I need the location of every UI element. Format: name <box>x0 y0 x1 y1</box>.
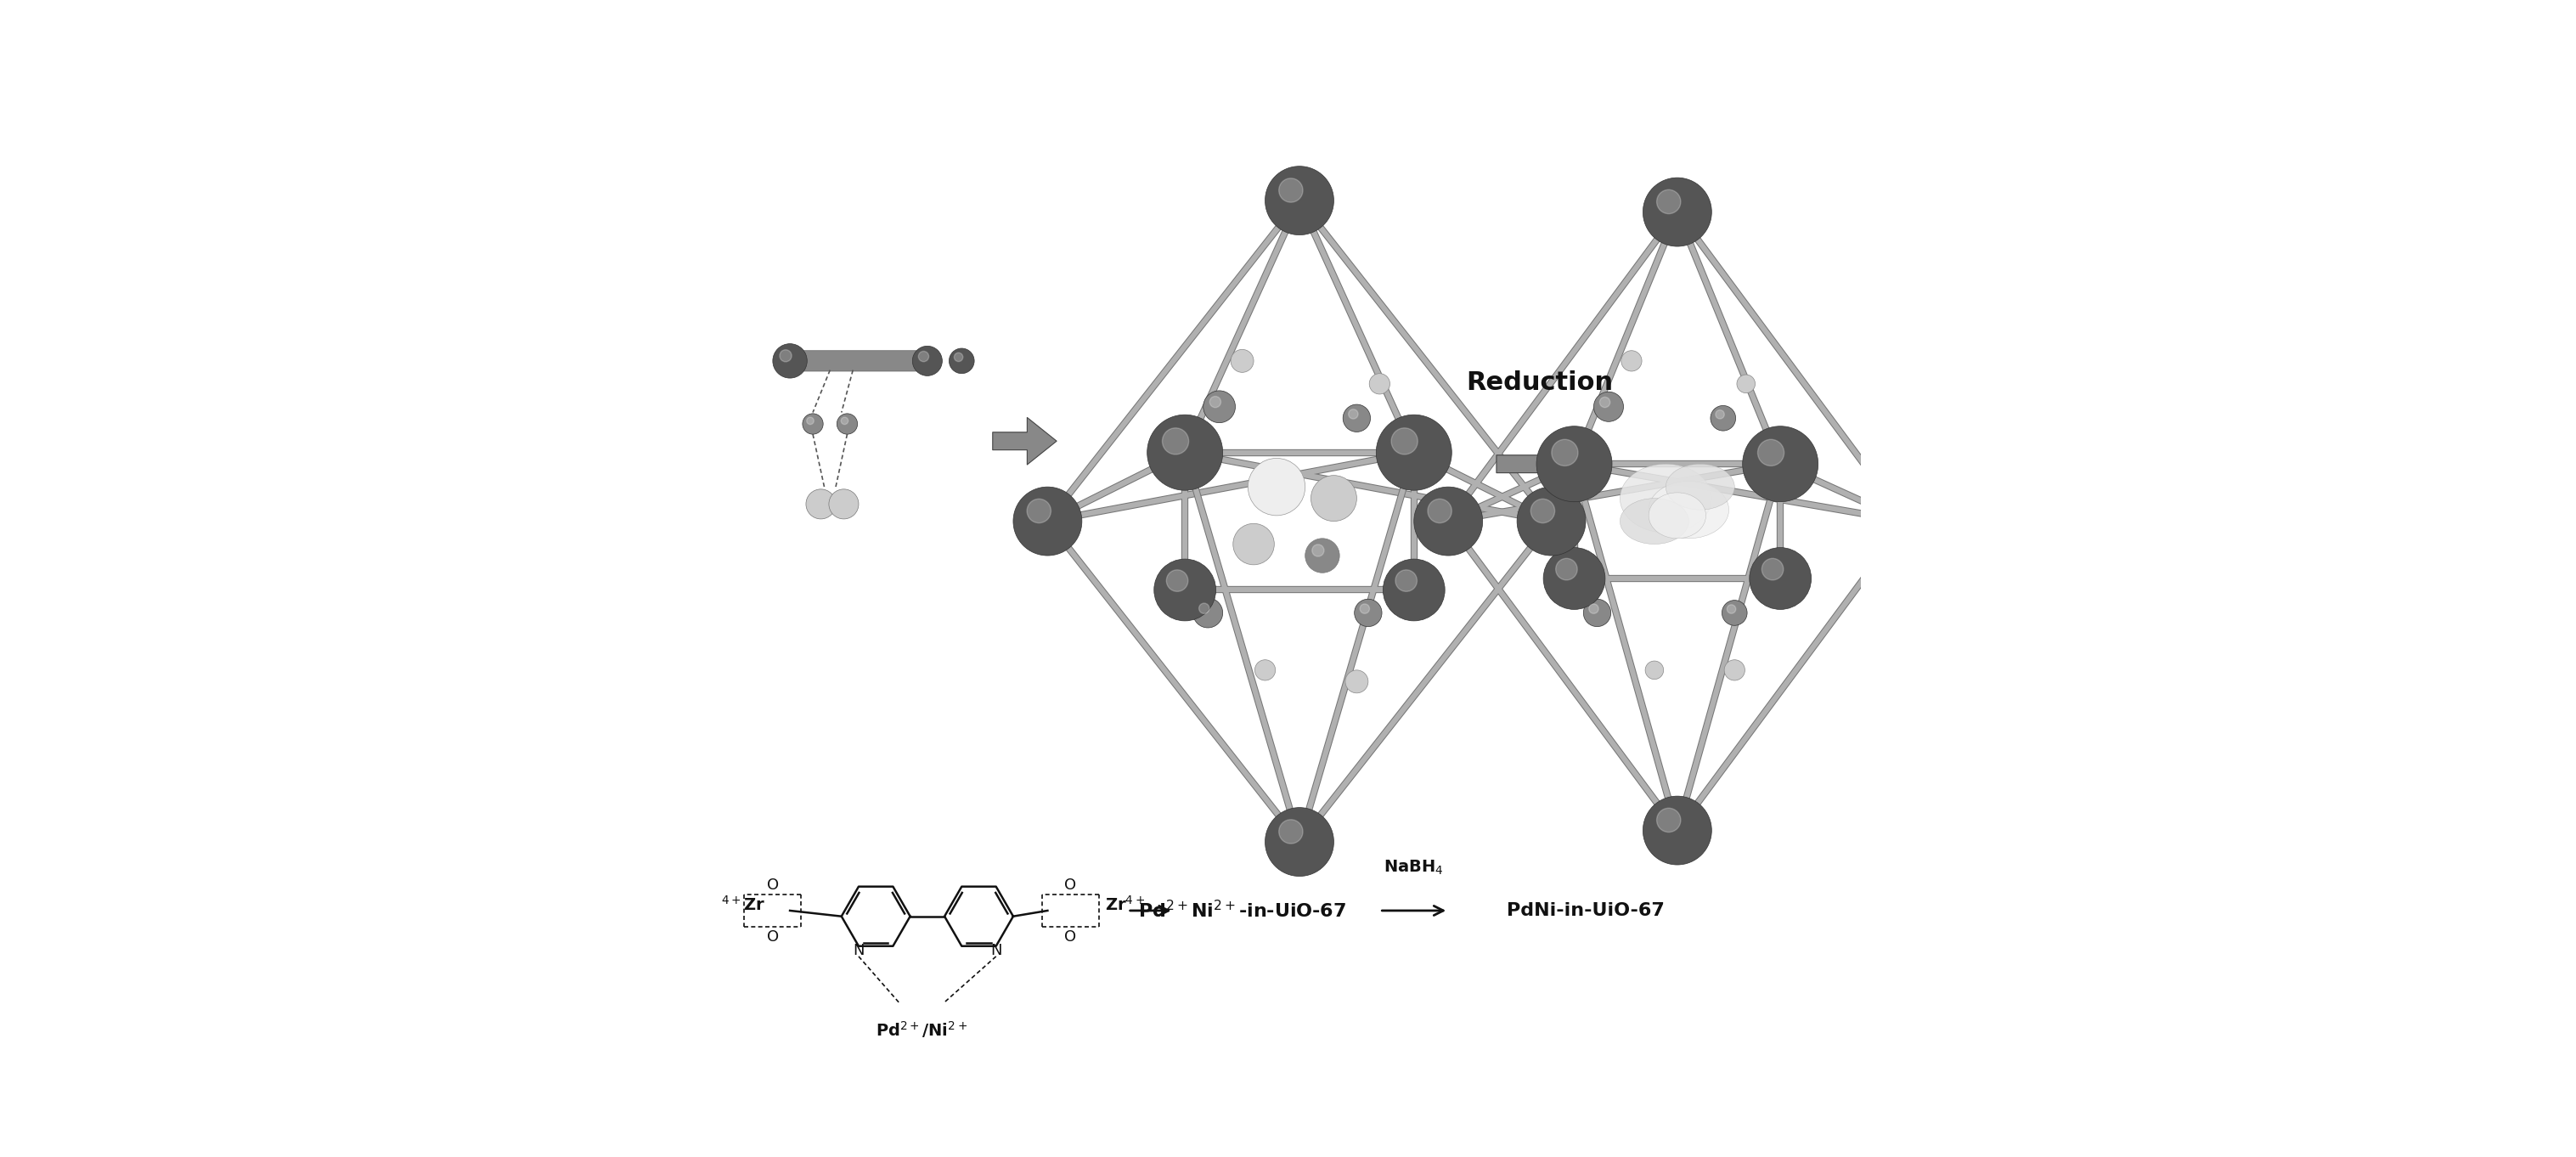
Text: Pd$^{2+}$Ni$^{2+}$-in-UiO-67: Pd$^{2+}$Ni$^{2+}$-in-UiO-67 <box>1139 900 1347 921</box>
Circle shape <box>1535 426 1613 502</box>
Circle shape <box>1234 523 1275 565</box>
Text: Reduction: Reduction <box>1466 370 1613 396</box>
Circle shape <box>1721 600 1747 626</box>
Circle shape <box>1383 559 1445 621</box>
Circle shape <box>1646 661 1664 679</box>
Circle shape <box>920 352 930 362</box>
Circle shape <box>1311 476 1358 522</box>
Circle shape <box>1749 547 1811 610</box>
Circle shape <box>1595 392 1623 421</box>
Circle shape <box>1643 178 1710 246</box>
Circle shape <box>1028 499 1051 523</box>
Circle shape <box>1391 428 1417 455</box>
Circle shape <box>953 353 963 361</box>
Circle shape <box>1342 405 1370 432</box>
Circle shape <box>1600 397 1610 407</box>
Circle shape <box>948 348 974 374</box>
Circle shape <box>1146 414 1224 491</box>
Circle shape <box>1255 659 1275 680</box>
Circle shape <box>1311 545 1324 557</box>
Circle shape <box>1716 410 1723 419</box>
Text: O: O <box>1064 929 1077 944</box>
Text: O: O <box>768 929 778 944</box>
Circle shape <box>1762 559 1783 580</box>
Text: N: N <box>989 943 1002 958</box>
Ellipse shape <box>1649 493 1705 538</box>
Circle shape <box>1376 414 1453 491</box>
Circle shape <box>773 344 806 378</box>
Circle shape <box>1193 598 1224 628</box>
Ellipse shape <box>1620 499 1690 544</box>
Circle shape <box>1231 349 1255 373</box>
Circle shape <box>1589 604 1600 613</box>
Text: Zr$^{4+}$: Zr$^{4+}$ <box>1105 896 1144 914</box>
Circle shape <box>1530 499 1556 523</box>
Circle shape <box>1551 440 1579 466</box>
Circle shape <box>1278 819 1303 843</box>
Circle shape <box>1247 458 1306 516</box>
Circle shape <box>1723 659 1744 680</box>
Circle shape <box>1347 410 1358 419</box>
Circle shape <box>1620 351 1641 371</box>
Circle shape <box>1741 426 1819 502</box>
Circle shape <box>781 349 791 362</box>
Circle shape <box>1396 570 1417 591</box>
Circle shape <box>1656 190 1680 214</box>
Circle shape <box>1211 397 1221 407</box>
Circle shape <box>1643 796 1710 864</box>
Circle shape <box>806 489 835 519</box>
Circle shape <box>1345 670 1368 693</box>
Circle shape <box>1726 605 1736 613</box>
Circle shape <box>1414 487 1484 555</box>
Circle shape <box>1517 487 1587 555</box>
Circle shape <box>829 489 858 519</box>
Circle shape <box>1584 599 1610 627</box>
Text: O: O <box>768 878 778 893</box>
Text: N: N <box>853 943 866 958</box>
Circle shape <box>912 346 943 376</box>
Circle shape <box>1427 499 1453 523</box>
Circle shape <box>840 418 848 425</box>
Circle shape <box>806 418 814 425</box>
Circle shape <box>837 413 858 434</box>
Circle shape <box>1162 428 1188 455</box>
Circle shape <box>1360 604 1370 613</box>
Circle shape <box>1167 570 1188 591</box>
Circle shape <box>1370 374 1391 395</box>
Circle shape <box>1757 440 1785 466</box>
Text: NaBH$_4$: NaBH$_4$ <box>1383 858 1445 876</box>
Circle shape <box>1306 538 1340 573</box>
Circle shape <box>804 413 824 434</box>
Circle shape <box>1154 559 1216 621</box>
Circle shape <box>1543 547 1605 610</box>
Ellipse shape <box>1620 464 1710 532</box>
Circle shape <box>1355 599 1381 627</box>
Circle shape <box>1265 808 1334 876</box>
Circle shape <box>1278 178 1303 202</box>
Text: O: O <box>1064 878 1077 893</box>
Circle shape <box>1736 375 1754 393</box>
Circle shape <box>1556 559 1577 580</box>
Text: Pd$^{2+}$/Ni$^{2+}$: Pd$^{2+}$/Ni$^{2+}$ <box>876 1019 969 1040</box>
Circle shape <box>1012 487 1082 555</box>
Circle shape <box>1656 808 1680 832</box>
Circle shape <box>1873 487 1940 555</box>
Circle shape <box>1198 603 1208 613</box>
Circle shape <box>1710 406 1736 430</box>
Circle shape <box>1265 167 1334 235</box>
FancyBboxPatch shape <box>801 351 917 371</box>
Text: $^{4+}$Zr: $^{4+}$Zr <box>721 896 765 914</box>
Ellipse shape <box>1667 464 1734 510</box>
Ellipse shape <box>1649 481 1728 538</box>
Circle shape <box>1203 391 1236 422</box>
Circle shape <box>1886 499 1909 523</box>
Text: PdNi-in-UiO-67: PdNi-in-UiO-67 <box>1507 902 1664 919</box>
